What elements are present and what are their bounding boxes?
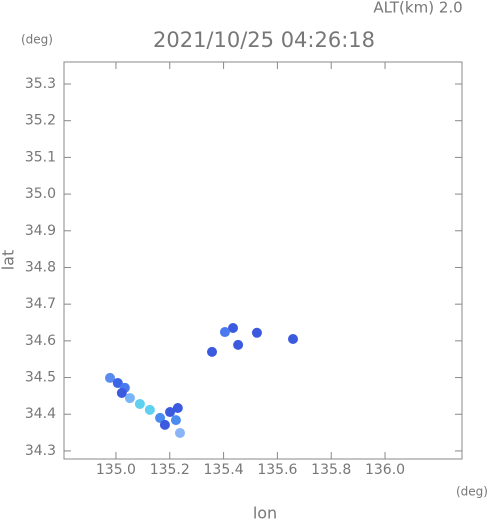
chart-title: 2021/10/25 04:26:18 <box>153 28 375 52</box>
echo-point <box>172 402 183 413</box>
y-tick-label: 34.3 <box>25 443 56 459</box>
y-tick-label: 34.5 <box>25 370 56 386</box>
x-tick-label: 135.8 <box>311 462 351 478</box>
echo-point <box>219 327 230 338</box>
echo-point <box>159 419 170 430</box>
y-tick-label: 35.2 <box>25 113 56 129</box>
echo-point <box>144 404 155 415</box>
plot-frame <box>63 61 463 460</box>
echo-point <box>155 412 166 423</box>
echo-point <box>174 427 185 438</box>
echo-point <box>233 339 244 350</box>
y-tick-label: 35.3 <box>25 76 56 92</box>
echo-point <box>105 372 116 383</box>
x-axis-label: lon <box>253 504 277 521</box>
chart-subtitle: ALT(km) 2.0 <box>373 0 462 17</box>
echo-point <box>124 393 135 404</box>
echo-point <box>134 398 145 409</box>
echo-point <box>116 387 127 398</box>
y-unit: (deg) <box>21 33 53 47</box>
y-tick-label: 34.7 <box>25 296 56 312</box>
y-axis-label: lat <box>0 250 18 271</box>
y-tick-label: 34.8 <box>25 259 56 275</box>
echo-point <box>288 334 299 345</box>
echo-point <box>170 415 181 426</box>
x-unit: (deg) <box>456 485 488 499</box>
echo-point <box>165 407 176 418</box>
x-tick-label: 135.0 <box>96 462 136 478</box>
y-tick-label: 35.1 <box>25 149 56 165</box>
echo-point <box>207 346 218 357</box>
x-tick-label: 135.4 <box>204 462 244 478</box>
y-tick-label: 34.6 <box>25 333 56 349</box>
y-tick-label: 35.0 <box>25 186 56 202</box>
echo-point <box>251 327 262 338</box>
x-tick-label: 135.2 <box>150 462 190 478</box>
y-tick-label: 34.4 <box>25 406 56 422</box>
x-tick-label: 135.6 <box>257 462 297 478</box>
x-tick-label: 136.0 <box>365 462 405 478</box>
y-tick-label: 34.9 <box>25 223 56 239</box>
echo-point <box>227 323 238 334</box>
echo-point <box>112 378 123 389</box>
